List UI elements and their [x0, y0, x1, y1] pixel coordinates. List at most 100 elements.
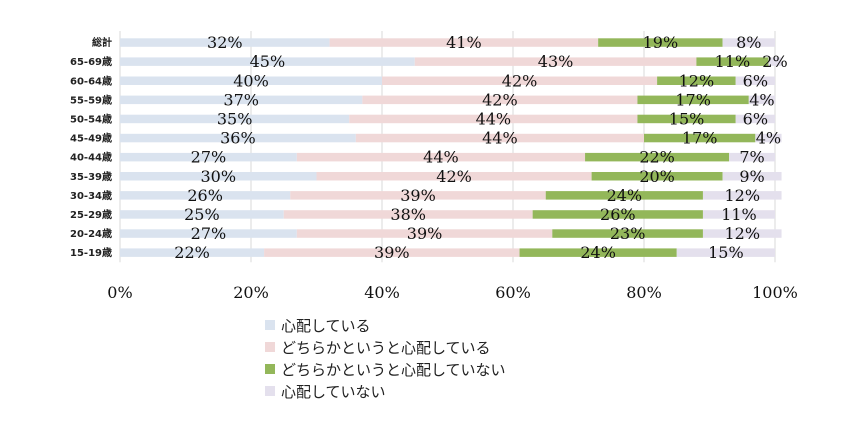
bar-segment	[120, 133, 356, 143]
data-label: 27%	[191, 148, 227, 167]
bar-segment	[545, 191, 703, 200]
x-tick-labels: 0% 20% 40% 60% 80% 100%	[107, 283, 798, 302]
data-label: 15%	[708, 243, 744, 262]
legend-label: 心配していない	[281, 382, 386, 401]
data-label: 2%	[762, 52, 787, 71]
category-label: 20-24歳	[70, 227, 112, 240]
legend: 心配しているどちらかというと心配している どちらかというと心配していない 心配してい…	[265, 314, 506, 402]
data-label: 30%	[200, 167, 236, 186]
data-label: 6%	[743, 71, 768, 90]
bar-segment	[519, 248, 677, 257]
data-label: 41%	[446, 33, 482, 52]
bar-segment	[264, 248, 520, 257]
data-label: 36%	[220, 129, 256, 148]
data-label: 27%	[191, 224, 227, 243]
category-label: 35-39歳	[70, 170, 112, 183]
bar-segment	[532, 210, 703, 219]
bar-segment	[296, 229, 553, 238]
data-label: 6%	[743, 109, 768, 128]
bar-segment	[735, 114, 775, 124]
data-label: 35%	[217, 109, 253, 128]
bar-segment	[552, 229, 703, 238]
data-label: 45%	[250, 52, 286, 71]
data-label: 17%	[682, 129, 718, 148]
bar-segment	[296, 152, 586, 162]
category-label: 15-19歳	[70, 246, 112, 259]
category-label: 50-54歳	[70, 112, 112, 125]
x-tick-label: 40%	[364, 283, 400, 302]
data-label: 11%	[721, 205, 757, 224]
data-label: 24%	[580, 243, 616, 262]
data-label: 42%	[482, 90, 518, 109]
data-label: 8%	[736, 33, 761, 52]
data-label: 20%	[639, 167, 675, 186]
legend-swatch	[265, 386, 275, 396]
data-label: 26%	[187, 186, 223, 205]
category-label: 25-29歳	[70, 208, 112, 221]
legend-label: どちらかというと心配している	[281, 338, 491, 357]
category-label: 30-34歳	[70, 189, 112, 202]
bar-segment	[637, 95, 749, 105]
data-label: 4%	[756, 129, 781, 148]
category-label: 65-69歳	[70, 55, 112, 68]
data-label: 24%	[607, 186, 643, 205]
category-labels: 総計 65-69歳 60-64歳 55-59歳 50-54歳 45-49歳 40-44歳 35…	[70, 36, 112, 259]
x-tick-label: 20%	[233, 283, 269, 302]
legend-label: どちらかというと心配していない	[281, 360, 506, 379]
x-tick-label: 100%	[752, 283, 798, 302]
bar-segment	[702, 210, 775, 219]
bar-segment	[120, 57, 415, 66]
data-label: 23%	[610, 224, 646, 243]
bar-segment	[598, 38, 723, 47]
data-label: 32%	[207, 33, 243, 52]
legend-swatch	[265, 320, 275, 330]
bar-segment	[768, 57, 782, 66]
x-tick-label: 80%	[626, 283, 662, 302]
x-tick-label: 0%	[107, 283, 132, 302]
data-label: 44%	[476, 109, 512, 128]
bar-segment	[120, 191, 291, 200]
bar-segment	[120, 76, 382, 85]
bar-segment	[591, 172, 723, 181]
data-label: 42%	[436, 167, 472, 186]
bar-segment	[696, 57, 769, 66]
bar-segment	[729, 152, 775, 162]
bar-segment	[349, 114, 638, 124]
legend-item: 心配していない	[265, 380, 506, 402]
category-label: 45-49歳	[70, 132, 112, 145]
data-label: 22%	[174, 243, 210, 262]
category-label: 40-44歳	[70, 151, 112, 164]
bar-segment	[120, 172, 317, 181]
bar-segment	[735, 76, 775, 85]
bars: 32% 41% 19% 8% 45% 43% 11% 2% 40% 42% 12% 6% 37% 42% 1…	[120, 33, 788, 262]
gridlines	[119, 31, 776, 263]
data-label: 39%	[400, 186, 436, 205]
bar-segment	[702, 191, 782, 200]
data-label: 39%	[374, 243, 410, 262]
bar-segment	[362, 95, 638, 105]
data-label: 25%	[184, 205, 220, 224]
bar-segment	[755, 133, 782, 143]
legend-item: 心配している	[265, 314, 506, 336]
legend-label: 心配している	[281, 316, 371, 335]
bar-segment	[637, 114, 736, 124]
legend-swatch	[265, 364, 275, 374]
data-label: 37%	[223, 90, 259, 109]
data-label: 4%	[749, 90, 774, 109]
bar-segment	[329, 38, 599, 47]
bar-segment	[414, 57, 697, 66]
data-label: 12%	[724, 186, 760, 205]
legend-swatch	[265, 342, 275, 352]
bar-segment	[120, 229, 297, 238]
data-label: 12%	[724, 224, 760, 243]
bar-segment	[283, 210, 533, 219]
category-label: 総計	[92, 36, 112, 49]
bar-segment	[355, 133, 644, 143]
data-label: 12%	[679, 71, 715, 90]
bar-segment	[120, 38, 330, 47]
data-label: 40%	[233, 71, 269, 90]
data-label: 26%	[600, 205, 636, 224]
data-label: 19%	[643, 33, 679, 52]
data-label: 42%	[502, 71, 538, 90]
data-label: 9%	[739, 167, 764, 186]
